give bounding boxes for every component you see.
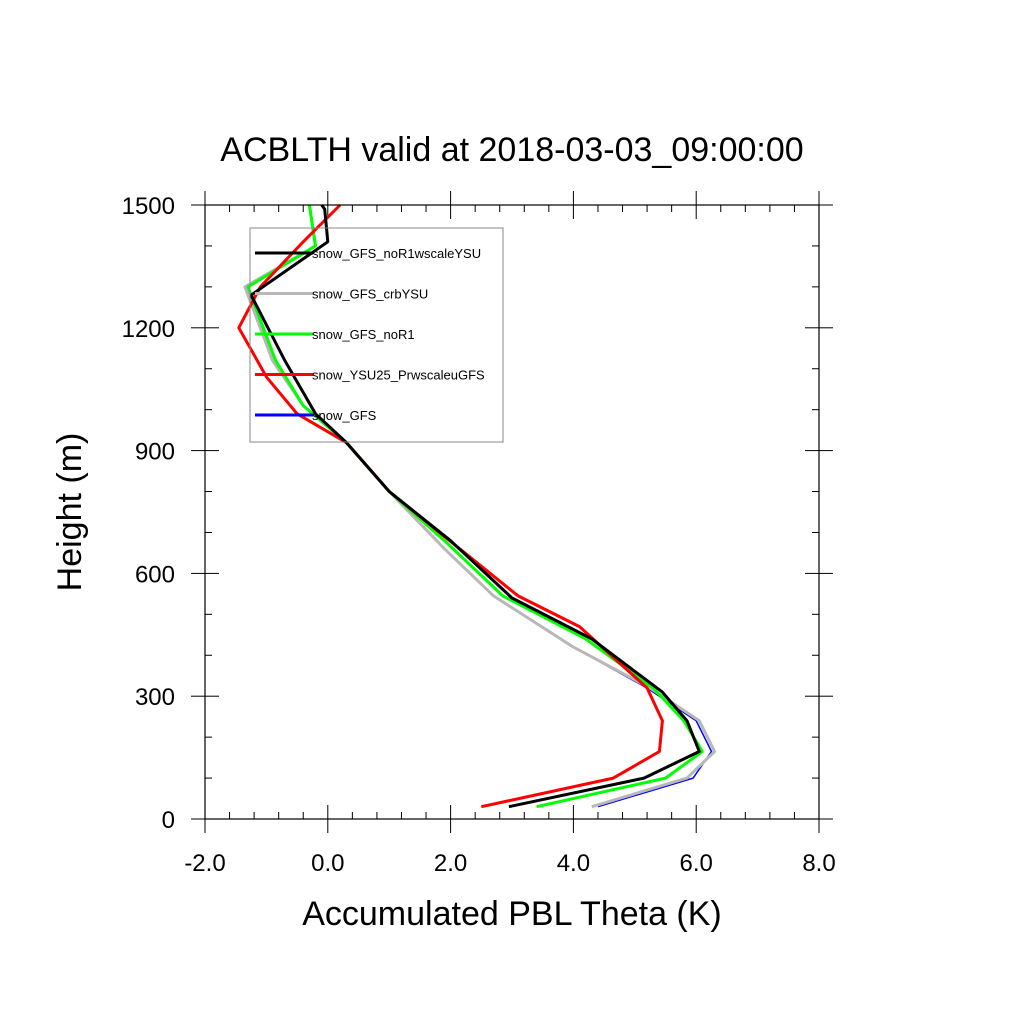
- y-axis-label: Height (m): [51, 433, 89, 592]
- y-tick-label: 0: [162, 807, 175, 834]
- x-axis-label: Accumulated PBL Theta (K): [302, 895, 722, 933]
- x-tick-label: -2.0: [184, 850, 225, 877]
- legend-label: snow_YSU25_PrwscaleuGFS: [312, 368, 485, 383]
- legend-label: snow_GFS_noR1: [312, 327, 415, 342]
- x-tick-label: 2.0: [434, 850, 467, 877]
- series-line-snow_YSU25_PrwscaleuGFS: [237, 203, 664, 809]
- plot-frame: [204, 204, 820, 820]
- plot-area: -2.0 0.0 2.0 4.0 6.0 8.0 0 300 600 900 1200 1500 sno…: [122, 191, 836, 877]
- series-line-snow_GFS_crbYSU: [243, 204, 717, 809]
- y-tick-label: 1500: [122, 193, 175, 220]
- legend-label: snow_GFS_crbYSU: [312, 287, 428, 302]
- x-tick-label: 0.0: [311, 850, 344, 877]
- y-tick-label: 600: [135, 561, 175, 588]
- legend-label: snow_GFS: [312, 408, 377, 423]
- x-tick-label: 8.0: [802, 850, 835, 877]
- x-tick-label: 4.0: [557, 850, 590, 877]
- y-tick-label: 1200: [122, 316, 175, 343]
- legend-label: snow_GFS_noR1wscaleYSU: [312, 246, 481, 261]
- x-tick-label: 6.0: [680, 850, 713, 877]
- chart-title: ACBLTH valid at 2018-03-03_09:00:00: [220, 131, 803, 169]
- series-line-snow_GFS_noR1wscaleYSU: [249, 204, 701, 809]
- legend-box: [249, 227, 504, 443]
- y-tick-label: 900: [135, 439, 175, 466]
- y-tick-label: 300: [135, 684, 175, 711]
